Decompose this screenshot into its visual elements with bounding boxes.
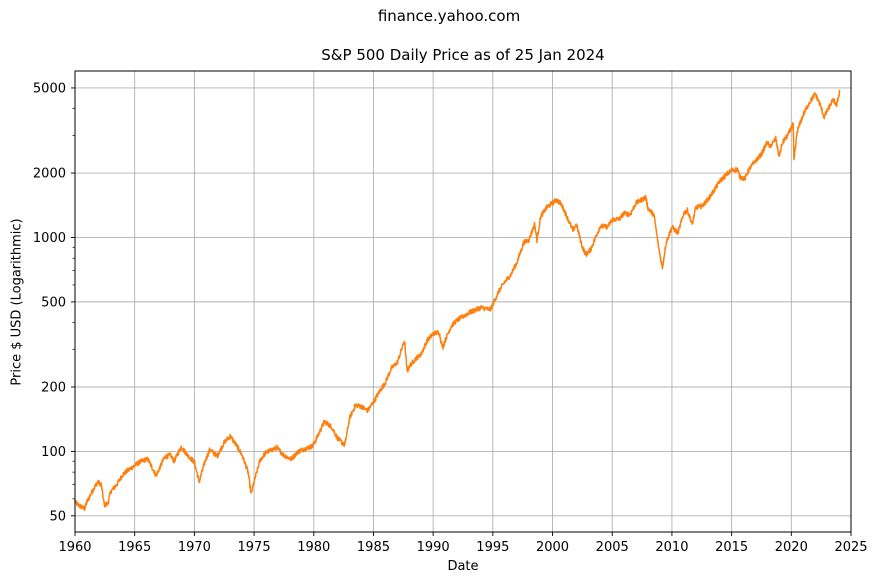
y-tick-label: 100 xyxy=(41,445,66,460)
y-tick-label: 50 xyxy=(49,509,66,524)
x-tick-label: 2025 xyxy=(834,540,867,555)
y-tick-label: 1000 xyxy=(33,231,66,246)
chart-title: S&P 500 Daily Price as of 25 Jan 2024 xyxy=(321,46,605,64)
x-tick-label: 1995 xyxy=(476,540,509,555)
x-tick-label: 2005 xyxy=(596,540,629,555)
y-tick-label: 500 xyxy=(41,295,66,310)
x-tick-label: 2020 xyxy=(775,540,808,555)
x-tick-label: 2010 xyxy=(655,540,688,555)
x-tick-label: 1975 xyxy=(238,540,271,555)
y-tick-label: 5000 xyxy=(33,81,66,96)
x-tick-label: 1980 xyxy=(297,540,330,555)
x-tick-label: 1960 xyxy=(58,540,91,555)
x-tick-label: 1965 xyxy=(118,540,151,555)
figure-suptitle: finance.yahoo.com xyxy=(377,7,521,25)
x-tick-label: 1985 xyxy=(357,540,390,555)
y-tick-label: 200 xyxy=(41,381,66,396)
x-tick-label: 2015 xyxy=(715,540,748,555)
x-axis-label: Date xyxy=(447,559,479,574)
x-tick-label: 1990 xyxy=(417,540,450,555)
x-tick-label: 1970 xyxy=(178,540,211,555)
y-tick-label: 2000 xyxy=(33,167,66,182)
sp500-price-line xyxy=(74,89,841,512)
x-tick-label: 2000 xyxy=(536,540,569,555)
